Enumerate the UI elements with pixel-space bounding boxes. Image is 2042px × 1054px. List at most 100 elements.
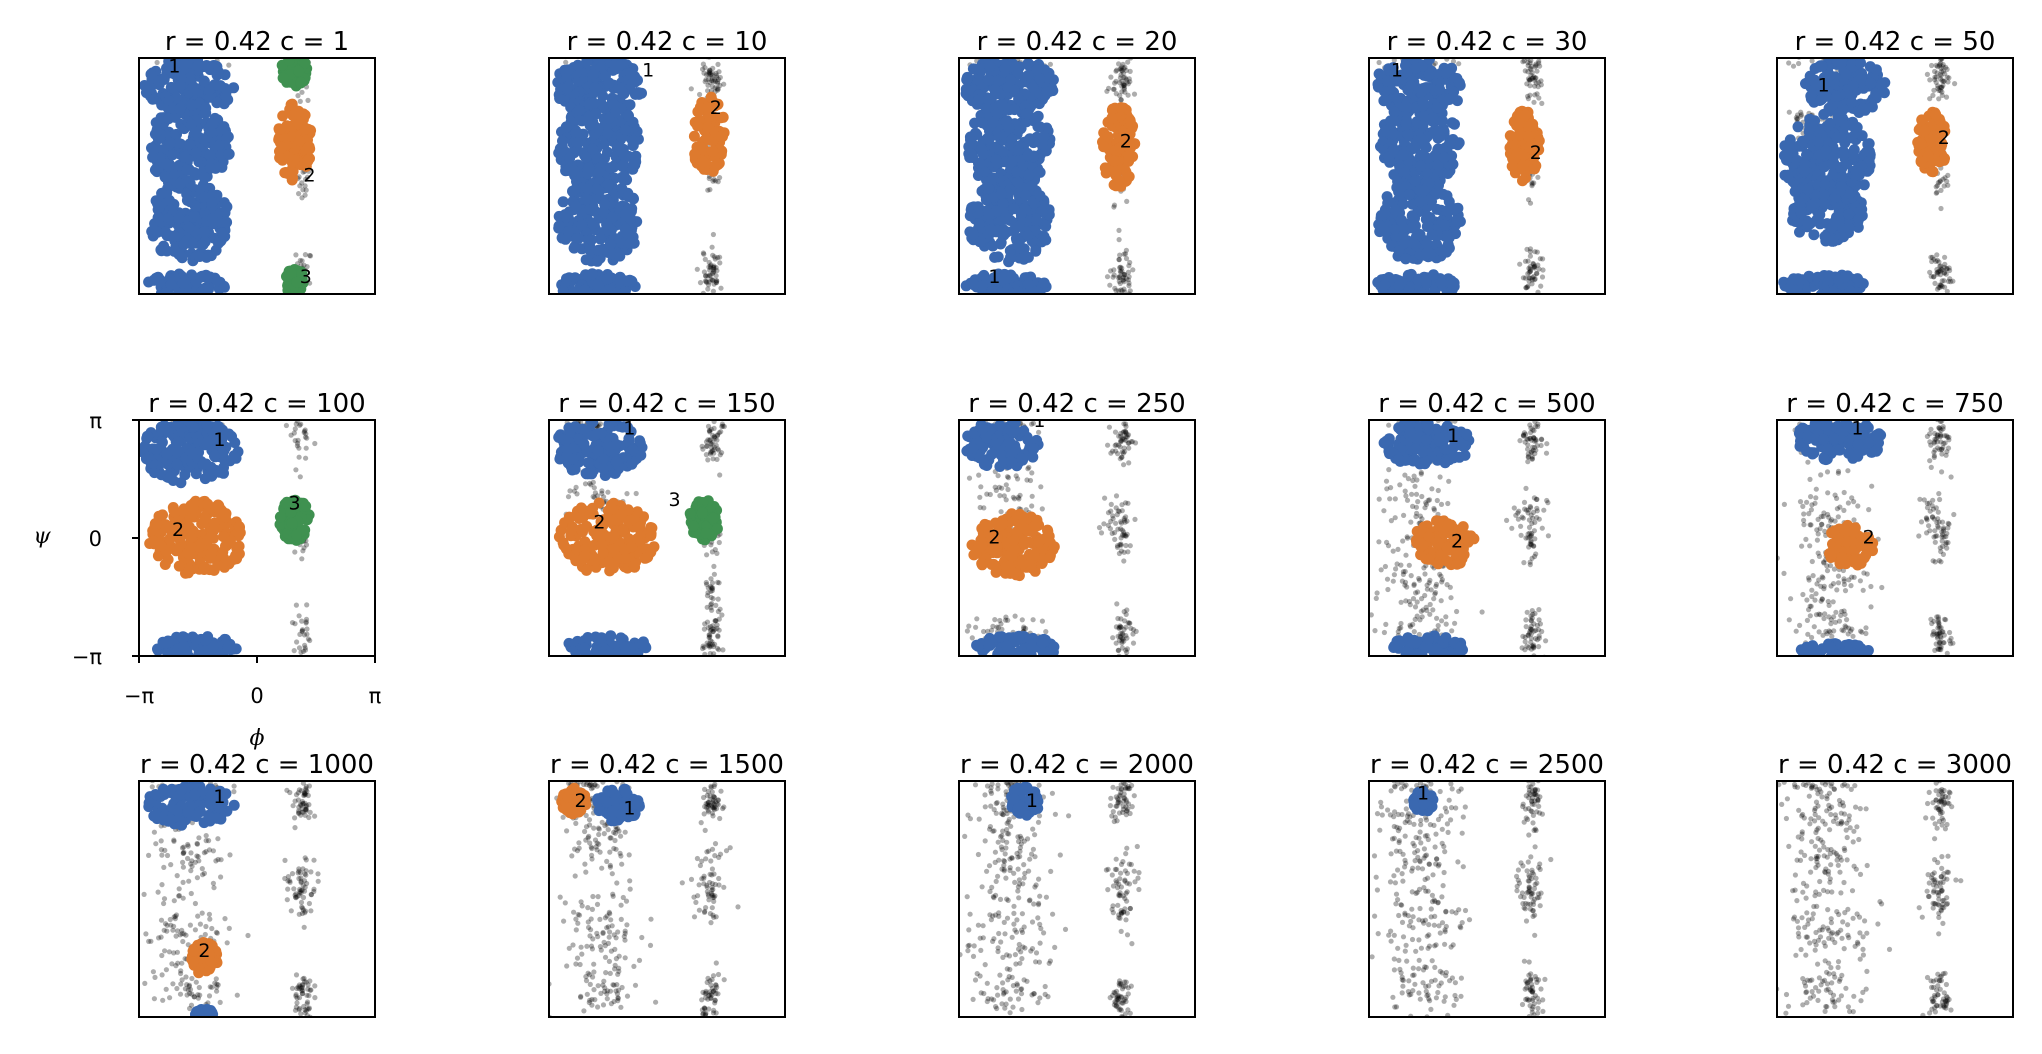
cluster-point	[1818, 197, 1830, 209]
noise-point	[1940, 62, 1946, 68]
cluster-point	[171, 458, 183, 470]
panel: 12r = 0.42 c = 50	[1776, 27, 2014, 295]
cluster-point	[1397, 198, 1409, 210]
noise-point	[709, 83, 716, 89]
cluster-point	[1448, 277, 1460, 289]
cluster-point	[995, 188, 1007, 200]
cluster-point	[604, 238, 616, 250]
noise-point	[707, 263, 714, 269]
noise-point	[713, 72, 720, 78]
noise-point	[304, 264, 310, 270]
noise-point	[1123, 247, 1129, 253]
cluster-point	[592, 123, 604, 135]
noise-point	[304, 631, 310, 637]
cluster-point	[290, 529, 302, 541]
cluster-point	[1038, 277, 1050, 289]
cluster-point	[1012, 144, 1024, 156]
noise-point	[1527, 83, 1533, 89]
noise-point	[1945, 79, 1951, 85]
cluster-point	[593, 166, 605, 178]
noise-point	[1047, 61, 1053, 67]
cluster-point	[193, 648, 205, 656]
cluster-point	[1846, 61, 1858, 73]
cluster-point	[583, 162, 595, 174]
cluster-point	[1005, 74, 1017, 86]
cluster-point	[1824, 69, 1836, 81]
noise-point	[1122, 289, 1128, 294]
noise-point	[1110, 86, 1117, 92]
cluster-point	[1438, 219, 1450, 231]
noise-point	[297, 631, 303, 638]
noise-point	[711, 77, 718, 83]
cluster-point	[1009, 104, 1020, 116]
cluster-point	[1506, 160, 1518, 172]
noise-point	[1798, 113, 1804, 119]
cluster-point	[1022, 108, 1034, 120]
cluster-point	[207, 217, 219, 229]
noise-point	[1933, 74, 1939, 80]
noise-point	[1932, 280, 1938, 286]
noise-point	[1111, 202, 1118, 208]
cluster-point	[688, 130, 700, 142]
noise-point	[1929, 254, 1935, 260]
noise-point	[1116, 288, 1122, 294]
cluster-point	[590, 108, 602, 120]
cluster-point	[581, 194, 593, 205]
noise-point	[712, 85, 718, 91]
noise-point	[303, 620, 309, 626]
noise-point	[715, 86, 721, 92]
cluster-point	[1451, 95, 1463, 107]
cluster-point	[205, 162, 217, 174]
cluster-point	[1915, 156, 1927, 168]
cluster-point	[1013, 221, 1025, 232]
noise-point	[1127, 79, 1133, 85]
cluster-point	[1013, 93, 1025, 105]
cluster-point	[165, 66, 177, 78]
cluster-point	[973, 168, 985, 180]
noise-point	[1942, 270, 1948, 276]
cluster-point	[1423, 69, 1435, 81]
noise-point	[705, 187, 711, 193]
cluster-point	[205, 126, 217, 138]
noise-point	[303, 176, 309, 182]
cluster-point	[184, 138, 196, 150]
noise-point	[1944, 266, 1950, 272]
noise-point	[1937, 61, 1943, 67]
noise-point	[1121, 86, 1127, 92]
noise-point	[1941, 183, 1947, 189]
cluster-point	[147, 151, 159, 163]
noise-point	[1526, 197, 1532, 203]
cluster-point	[1438, 152, 1450, 163]
cluster-point	[198, 561, 210, 573]
noise-point	[288, 432, 294, 438]
noise-point	[700, 66, 706, 72]
noise-point	[1937, 284, 1943, 290]
noise-point	[1520, 275, 1526, 281]
noise-point	[715, 61, 721, 67]
cluster-point	[294, 135, 306, 147]
noise-point	[1945, 182, 1951, 188]
noise-point	[1529, 281, 1535, 287]
cluster-point	[1863, 145, 1875, 157]
cluster-point	[1410, 62, 1422, 74]
cluster-point	[1381, 75, 1393, 87]
cluster-label: 2	[1530, 142, 1542, 164]
noise-point	[1120, 81, 1126, 87]
noise-point	[707, 67, 713, 74]
noise-point	[1535, 79, 1542, 85]
noise-point	[298, 649, 304, 656]
noise-point	[292, 426, 298, 432]
noise-point	[1525, 76, 1532, 82]
noise-point	[711, 268, 717, 275]
cluster-point	[1390, 204, 1402, 216]
noise-point	[301, 429, 307, 436]
cluster-point	[1420, 82, 1432, 94]
cluster-point	[1875, 79, 1887, 91]
cluster-point	[1794, 196, 1806, 208]
cluster-point	[987, 172, 999, 184]
noise-point	[1127, 259, 1133, 266]
cluster-point	[163, 113, 175, 125]
cluster-point	[557, 285, 569, 294]
cluster-point	[1022, 251, 1034, 263]
